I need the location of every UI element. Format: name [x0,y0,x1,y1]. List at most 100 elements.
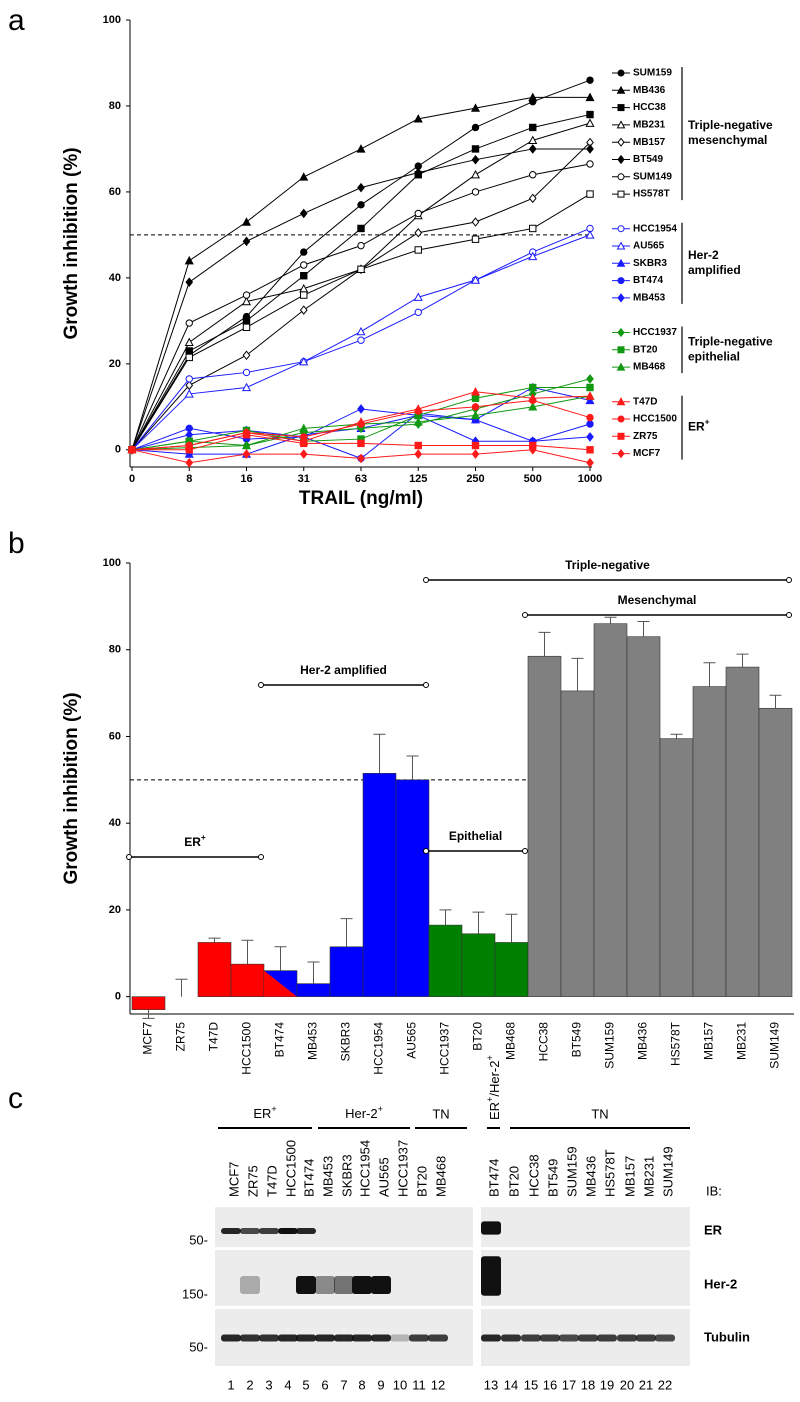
x-tick-label: MCF7 [141,1022,155,1055]
lane-number: 16 [543,1377,557,1392]
lane-label: MB468 [433,1156,448,1197]
bar [494,942,529,997]
bar-part [264,970,297,997]
blot-panel [481,1207,690,1247]
lane-label: AU565 [376,1157,391,1197]
error-bar [208,937,221,943]
marker [617,190,625,198]
marker [242,431,251,439]
marker [471,154,480,165]
lane-number: 14 [504,1377,518,1392]
x-tick-label: 31 [298,473,310,485]
bracket-end [522,848,528,854]
band [315,1276,335,1294]
lane-number: 9 [377,1377,384,1392]
error-bar [505,913,518,943]
marker [184,255,194,265]
band [221,1334,241,1342]
bracket-end [522,612,528,618]
marker [586,374,594,384]
legend-label: MB231 [633,120,666,131]
x-tick-label: SKBR3 [339,1022,353,1062]
band [636,1334,656,1342]
bar [593,623,628,997]
marker [242,323,251,332]
text-part: ER [253,1106,271,1121]
marker [184,389,194,398]
marker [586,383,594,392]
x-tick-label: AU565 [405,1022,419,1059]
band [521,1334,541,1342]
y-tick-label: 20 [109,904,121,916]
lane-number: 18 [581,1377,595,1392]
marker [528,193,537,204]
error-bar [670,733,683,739]
x-tick-label: BT20 [471,1022,485,1051]
band [240,1276,260,1294]
lane-label: SUM159 [564,1146,579,1197]
legend-label: HS578T [633,189,670,200]
bar [428,924,463,997]
marker [616,241,626,250]
band [334,1276,354,1294]
marker [241,296,252,306]
marker [185,375,193,383]
x-tick-label: 0 [129,473,135,485]
band [315,1334,335,1342]
marker [471,441,480,450]
superscript: + [271,1104,276,1114]
group-label: ER+ [688,417,710,434]
y-tick-label: 100 [103,557,121,569]
marker [585,118,595,127]
bar [362,773,397,997]
marker [586,110,594,119]
band [352,1334,372,1342]
marker [242,368,251,377]
marker [357,224,365,233]
lane-number: 11 [412,1377,426,1392]
bar [395,779,430,997]
error-bar [637,621,650,637]
band [655,1334,675,1342]
marker [617,137,625,147]
marker [616,397,626,406]
lane-label: BT474 [301,1159,316,1197]
y-tick-label: 40 [109,817,121,829]
bar [296,983,331,997]
legend-label: SKBR3 [633,258,667,269]
group-label: mesenchymal [688,133,767,147]
lane-number: 8 [358,1377,365,1392]
marker [414,167,423,178]
marker [414,407,422,415]
legend-label: ZR75 [633,431,658,442]
band [501,1334,521,1342]
error-bar [241,939,254,965]
marker [471,235,480,243]
lane-number: 17 [562,1377,576,1392]
band [481,1256,501,1296]
marker [242,236,251,247]
y-tick-label: 60 [109,730,121,742]
marker [300,439,308,448]
marker [185,277,194,287]
error-bar [175,978,188,997]
lane-number: 4 [284,1377,291,1392]
x-tick-label: MB436 [636,1022,650,1060]
marker [185,347,193,355]
superscript: + [485,1055,495,1060]
lane-number: 21 [639,1377,653,1392]
marker [471,449,480,459]
marker [357,439,365,448]
marker [242,350,251,361]
band [334,1334,354,1342]
marker [586,76,594,84]
legend-label: MCF7 [633,448,661,459]
marker [299,208,308,219]
marker [617,277,625,285]
x-tick-label: SUM149 [768,1022,782,1069]
marker [414,308,422,316]
bar [461,933,496,997]
marker [241,440,252,450]
legend-label: HCC1937 [633,327,677,338]
